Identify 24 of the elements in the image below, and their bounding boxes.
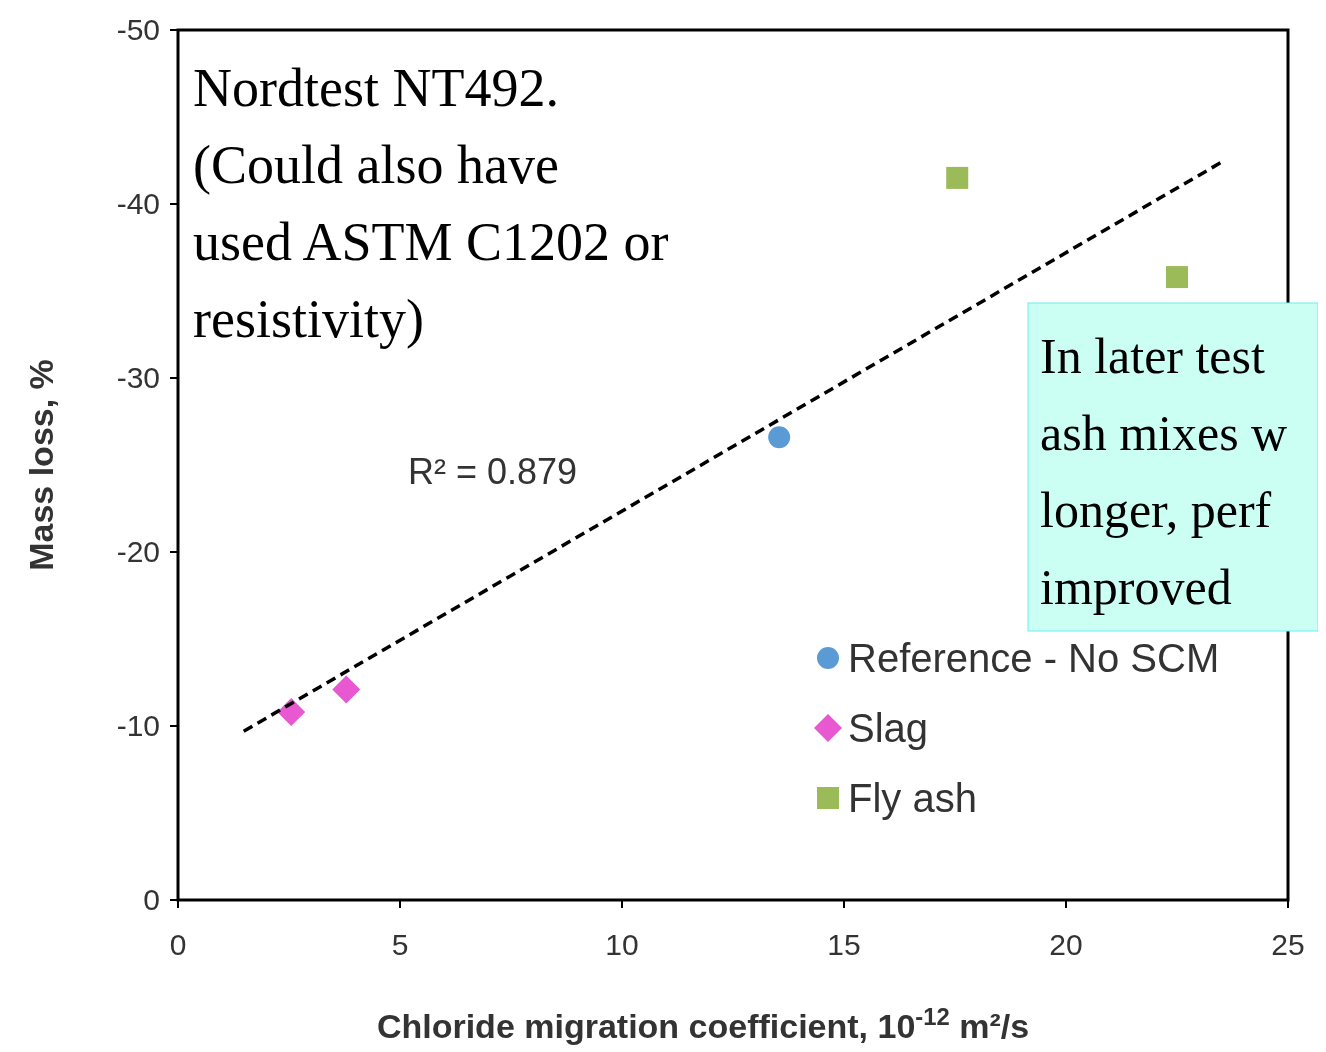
legend-label: Fly ash xyxy=(848,776,977,820)
point xyxy=(946,166,969,189)
x-tick-label: 15 xyxy=(827,928,861,961)
x-tick-label: 5 xyxy=(391,928,409,961)
annotation: Nordtest NT492. (Could also have used ASTM C1202 or resistivity) xyxy=(193,58,669,349)
x-tick-label: 0 xyxy=(169,928,187,961)
x-tick-label: 20 xyxy=(1049,928,1083,961)
y-axis-title: Mass loss, % xyxy=(22,359,60,571)
y-tick-label: -10 xyxy=(116,709,160,742)
x-tick-label: 25 xyxy=(1271,928,1305,961)
point xyxy=(768,426,791,449)
y-tick-label: 0 xyxy=(143,883,160,916)
legend-label: Slag xyxy=(848,706,929,750)
legend-label: Reference - No SCM xyxy=(848,636,1220,680)
x-axis-title: Chloride migration coefficient, 10$^{-12}$ m²/s xyxy=(376,1002,1030,1045)
y-tick-label: -50 xyxy=(116,13,160,46)
y-tick-label: -20 xyxy=(116,535,160,568)
annotation: R² = 0.879 xyxy=(408,451,578,492)
point xyxy=(332,675,361,704)
y-tick-label: -40 xyxy=(116,187,160,220)
annotation: In later test ash mixes w longer, perf improved xyxy=(1040,328,1288,615)
point xyxy=(1166,266,1188,289)
x-tick-label: 10 xyxy=(605,928,639,961)
y-tick-label: -30 xyxy=(116,361,160,394)
